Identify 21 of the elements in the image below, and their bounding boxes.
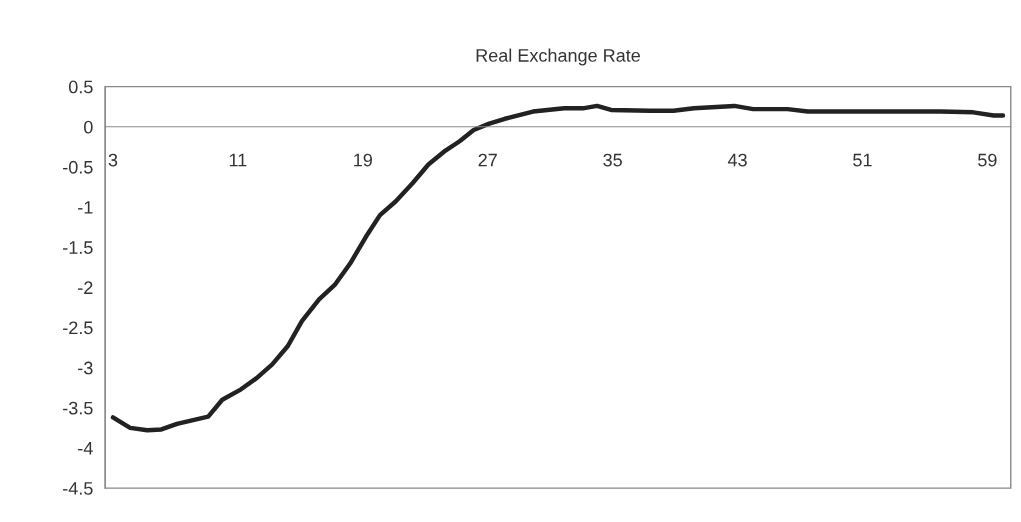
y-tick-label: -4: [78, 442, 93, 455]
x-tick-label: 51: [853, 153, 872, 167]
x-tick-label: 3: [108, 153, 118, 167]
y-tick-label: 0.5: [68, 80, 93, 94]
y-tick-label: -1.5: [63, 241, 93, 254]
x-tick-label: 35: [603, 153, 622, 167]
y-tick-label: 0: [84, 120, 93, 134]
y-tick-label: -4.5: [63, 482, 93, 495]
y-tick-label: -2.5: [63, 321, 93, 335]
y-tick-label: -2: [78, 281, 93, 294]
x-tick-label: 19: [354, 153, 372, 167]
y-tick-label: -3: [78, 361, 93, 375]
chart-title: Real Exchange Rate: [476, 48, 640, 66]
y-tick-label: -1: [78, 201, 93, 214]
x-tick-label: 59: [978, 153, 997, 167]
x-tick-label: 11: [229, 153, 247, 167]
y-tick-label: -0.5: [63, 160, 93, 174]
line-series: [110, 103, 1006, 433]
x-tick-label: 27: [478, 153, 497, 167]
x-tick-label: 43: [727, 153, 747, 167]
y-tick-label: -3.5: [63, 401, 93, 415]
